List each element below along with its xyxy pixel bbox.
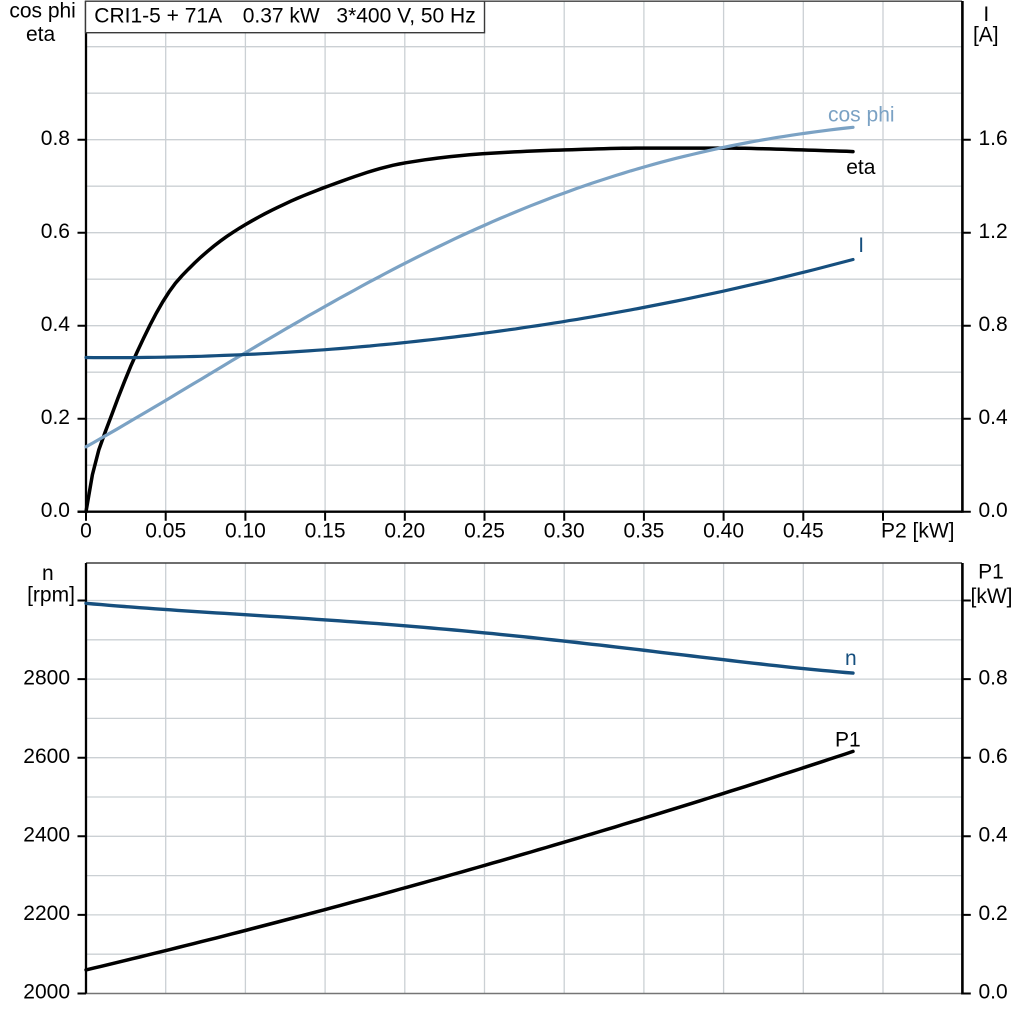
- svg-text:3*400 V, 50 Hz: 3*400 V, 50 Hz: [336, 4, 475, 27]
- svg-text:0.8: 0.8: [979, 666, 1008, 689]
- svg-text:eta: eta: [26, 23, 56, 46]
- svg-text:0.40: 0.40: [703, 520, 744, 543]
- svg-text:1.6: 1.6: [979, 127, 1008, 150]
- svg-text:0.0: 0.0: [979, 981, 1008, 1004]
- svg-text:0.05: 0.05: [145, 520, 186, 543]
- svg-text:2000: 2000: [23, 981, 70, 1004]
- svg-text:0.8: 0.8: [41, 127, 70, 150]
- svg-text:eta: eta: [846, 156, 876, 179]
- svg-text:0.6: 0.6: [979, 745, 1008, 768]
- svg-text:0.20: 0.20: [384, 520, 425, 543]
- svg-text:2600: 2600: [23, 745, 70, 768]
- svg-text:I: I: [858, 234, 864, 257]
- svg-text:cos phi: cos phi: [9, 0, 76, 23]
- svg-text:n: n: [845, 647, 857, 670]
- svg-text:P1: P1: [978, 561, 1004, 584]
- svg-text:[rpm]: [rpm]: [27, 584, 75, 607]
- svg-text:0.15: 0.15: [305, 520, 346, 543]
- svg-text:0.35: 0.35: [623, 520, 664, 543]
- svg-text:2200: 2200: [23, 902, 70, 925]
- svg-text:0.37 kW: 0.37 kW: [243, 4, 320, 27]
- svg-text:0.6: 0.6: [41, 220, 70, 243]
- svg-text:[kW]: [kW]: [971, 585, 1013, 608]
- svg-text:0.30: 0.30: [544, 520, 585, 543]
- svg-text:0.45: 0.45: [783, 520, 824, 543]
- svg-text:1.2: 1.2: [979, 220, 1008, 243]
- svg-text:0.0: 0.0: [979, 499, 1008, 522]
- svg-text:0.4: 0.4: [979, 406, 1009, 429]
- svg-text:P1: P1: [835, 729, 861, 752]
- svg-text:0.2: 0.2: [979, 902, 1008, 925]
- svg-text:0.4: 0.4: [41, 313, 71, 336]
- svg-text:0.8: 0.8: [979, 313, 1008, 336]
- svg-text:0.10: 0.10: [225, 520, 266, 543]
- svg-text:[A]: [A]: [973, 23, 999, 46]
- svg-text:0.4: 0.4: [979, 824, 1009, 847]
- svg-text:0: 0: [80, 520, 92, 543]
- svg-text:cos phi: cos phi: [828, 104, 895, 127]
- svg-text:2800: 2800: [23, 666, 70, 689]
- svg-text:I: I: [983, 3, 989, 26]
- svg-text:0.2: 0.2: [41, 406, 70, 429]
- svg-text:0.0: 0.0: [41, 499, 70, 522]
- svg-text:0.25: 0.25: [464, 520, 505, 543]
- svg-text:CRI1-5 + 71A: CRI1-5 + 71A: [94, 4, 222, 27]
- svg-text:2400: 2400: [23, 824, 70, 847]
- svg-text:P2 [kW]: P2 [kW]: [881, 520, 955, 543]
- svg-text:n: n: [42, 562, 54, 585]
